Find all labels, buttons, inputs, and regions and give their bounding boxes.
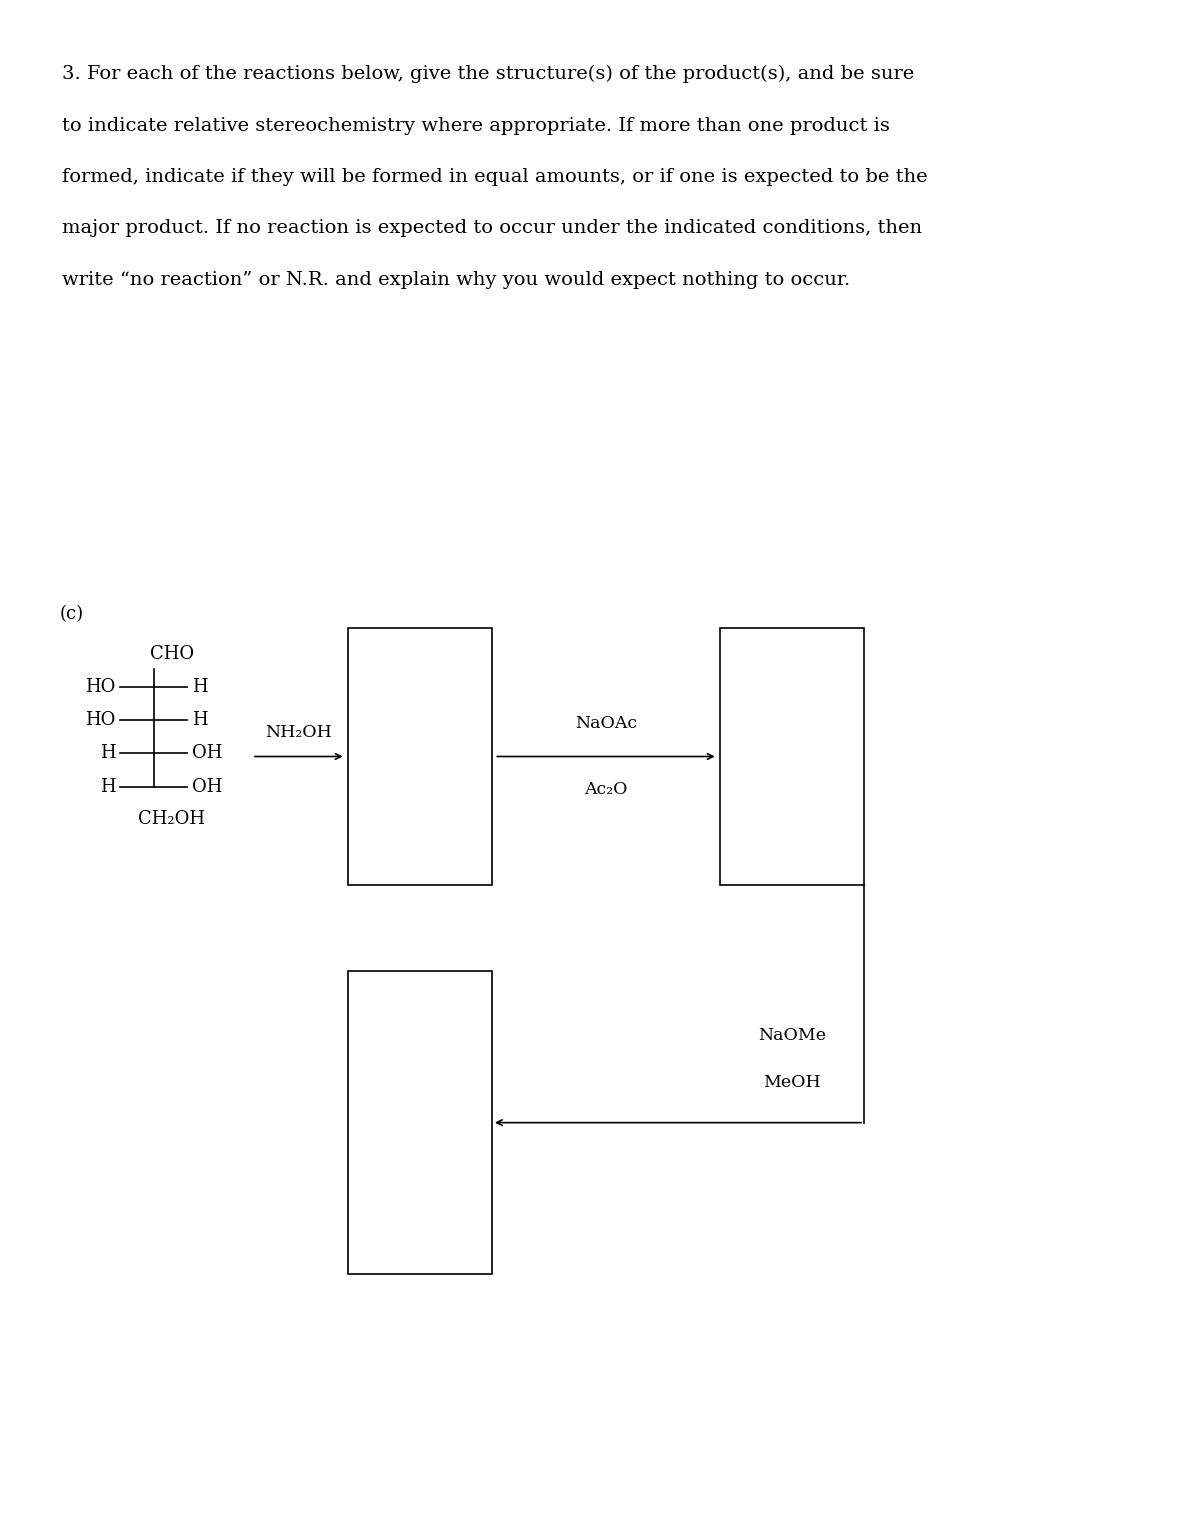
Text: NaOMe: NaOMe — [758, 1027, 826, 1044]
Text: write “no reaction” or N.R. and explain why you would expect nothing to occur.: write “no reaction” or N.R. and explain … — [62, 271, 851, 289]
Text: Ac₂O: Ac₂O — [584, 781, 628, 797]
Text: OH: OH — [192, 744, 222, 763]
Text: MeOH: MeOH — [763, 1074, 821, 1091]
Text: HO: HO — [85, 678, 115, 696]
Text: HO: HO — [85, 711, 115, 729]
Text: major product. If no reaction is expected to occur under the indicated condition: major product. If no reaction is expecte… — [62, 219, 923, 238]
Text: H: H — [192, 678, 208, 696]
Text: OH: OH — [192, 778, 222, 796]
Text: H: H — [100, 744, 115, 763]
Text: CH₂OH: CH₂OH — [138, 809, 205, 828]
Bar — [348, 628, 492, 885]
Bar — [348, 971, 492, 1274]
Text: H: H — [192, 711, 208, 729]
Text: NaOAc: NaOAc — [575, 716, 637, 732]
Bar — [720, 628, 864, 885]
Text: (c): (c) — [60, 605, 84, 623]
Text: CHO: CHO — [150, 645, 193, 663]
Text: to indicate relative stereochemistry where appropriate. If more than one product: to indicate relative stereochemistry whe… — [62, 117, 890, 135]
Text: H: H — [100, 778, 115, 796]
Text: 3. For each of the reactions below, give the structure(s) of the product(s), and: 3. For each of the reactions below, give… — [62, 65, 914, 83]
Text: formed, indicate if they will be formed in equal amounts, or if one is expected : formed, indicate if they will be formed … — [62, 168, 928, 186]
Text: NH₂OH: NH₂OH — [265, 725, 332, 741]
